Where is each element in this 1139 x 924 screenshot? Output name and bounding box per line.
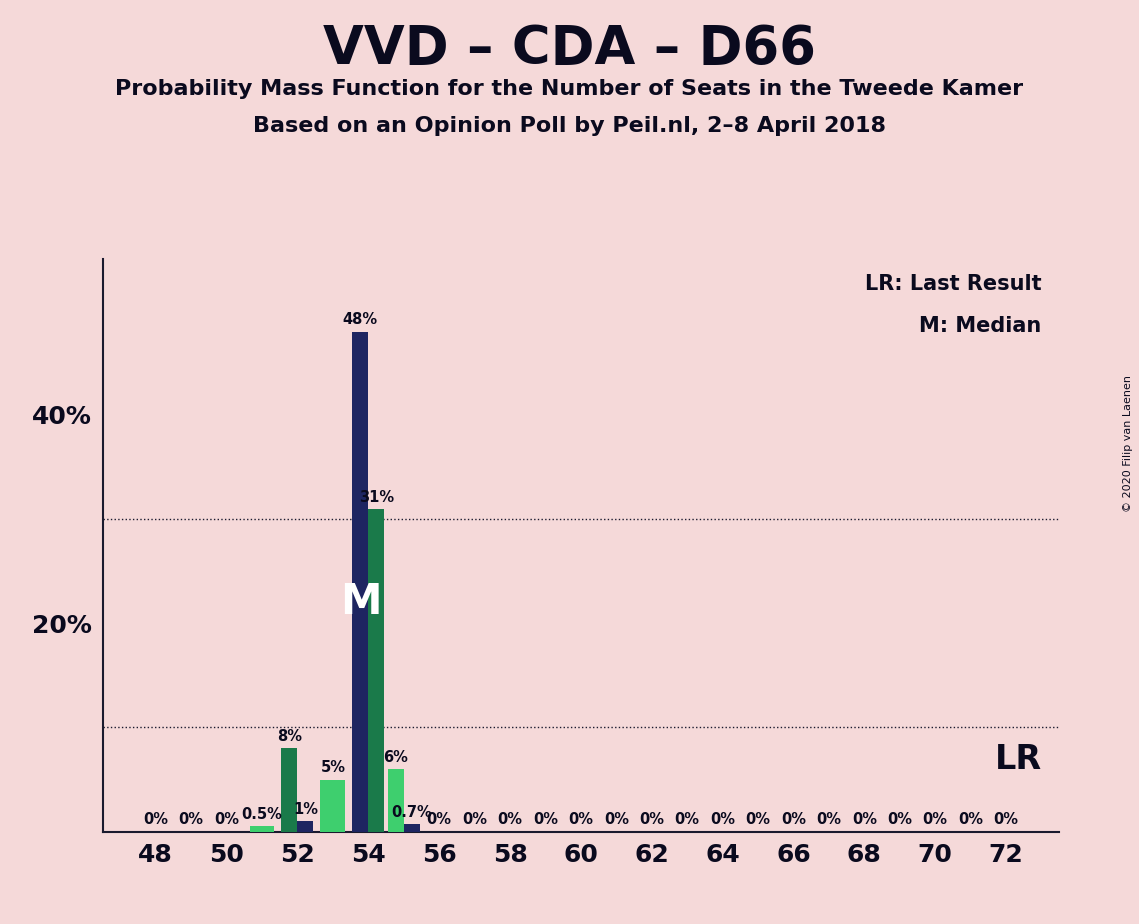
Bar <box>403 824 419 832</box>
Text: 0%: 0% <box>498 812 523 827</box>
Text: M: M <box>339 581 382 624</box>
Text: M: Median: M: Median <box>919 316 1041 336</box>
Text: 0%: 0% <box>462 812 487 827</box>
Text: 0%: 0% <box>887 812 912 827</box>
Bar <box>352 332 368 832</box>
Text: 0%: 0% <box>144 812 169 827</box>
Text: 0%: 0% <box>923 812 948 827</box>
Bar <box>297 821 313 832</box>
Text: 0%: 0% <box>179 812 204 827</box>
Bar <box>368 509 384 832</box>
Text: Probability Mass Function for the Number of Seats in the Tweede Kamer: Probability Mass Function for the Number… <box>115 79 1024 99</box>
Text: 0.7%: 0.7% <box>392 805 432 821</box>
Text: 0%: 0% <box>214 812 239 827</box>
Text: 48%: 48% <box>343 312 378 327</box>
Text: VVD – CDA – D66: VVD – CDA – D66 <box>323 23 816 75</box>
Text: 0%: 0% <box>639 812 664 827</box>
Bar <box>320 780 345 832</box>
Text: 1%: 1% <box>293 802 318 817</box>
Text: LR: LR <box>994 743 1041 776</box>
Text: 6%: 6% <box>384 750 408 765</box>
Text: 0%: 0% <box>817 812 842 827</box>
Text: LR: Last Result: LR: Last Result <box>865 274 1041 295</box>
Bar <box>387 769 403 832</box>
Bar <box>281 748 297 832</box>
Text: 8%: 8% <box>277 729 302 744</box>
Text: 0%: 0% <box>674 812 699 827</box>
Text: 0%: 0% <box>604 812 629 827</box>
Text: 0%: 0% <box>427 812 452 827</box>
Text: 0%: 0% <box>781 812 806 827</box>
Text: 0%: 0% <box>993 812 1018 827</box>
Text: 5%: 5% <box>320 760 345 775</box>
Text: © 2020 Filip van Laenen: © 2020 Filip van Laenen <box>1123 375 1133 512</box>
Text: 0%: 0% <box>746 812 771 827</box>
Text: 0%: 0% <box>958 812 983 827</box>
Text: 0%: 0% <box>533 812 558 827</box>
Text: Based on an Opinion Poll by Peil.nl, 2–8 April 2018: Based on an Opinion Poll by Peil.nl, 2–8… <box>253 116 886 136</box>
Text: 31%: 31% <box>359 490 394 505</box>
Text: 0%: 0% <box>852 812 877 827</box>
Text: 0%: 0% <box>710 812 735 827</box>
Text: 0.5%: 0.5% <box>241 808 282 822</box>
Bar <box>249 826 274 832</box>
Text: 0%: 0% <box>568 812 593 827</box>
